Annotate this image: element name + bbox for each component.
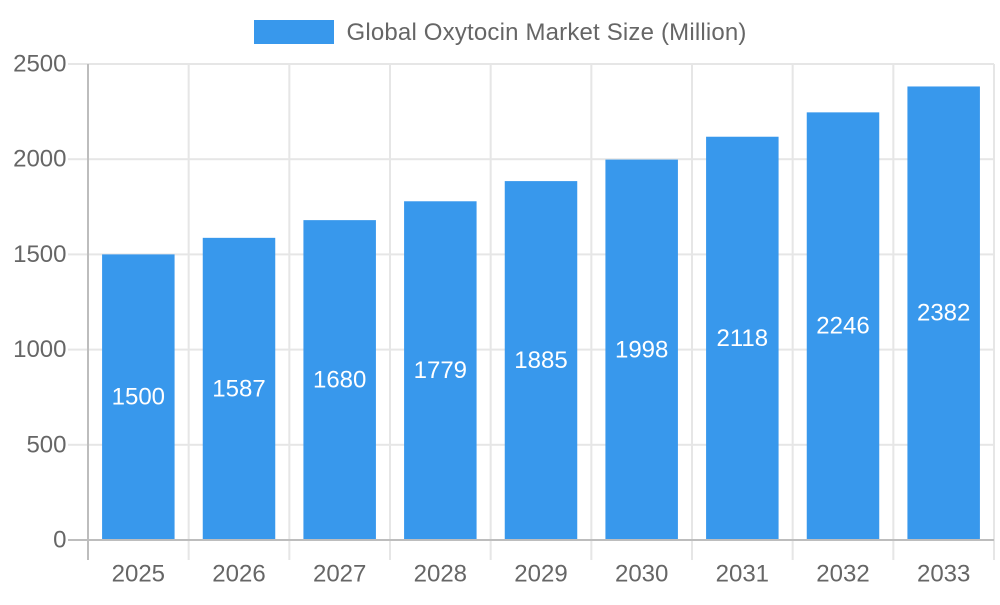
svg-text:1680: 1680 [313,367,366,394]
svg-text:500: 500 [26,431,66,458]
svg-text:1779: 1779 [414,357,467,384]
svg-text:2026: 2026 [212,561,265,588]
svg-text:2032: 2032 [816,561,869,588]
svg-text:1587: 1587 [212,375,265,402]
svg-text:2025: 2025 [112,561,165,588]
svg-text:2382: 2382 [917,300,970,327]
svg-text:2029: 2029 [514,561,567,588]
svg-text:1998: 1998 [615,336,668,363]
svg-text:2027: 2027 [313,561,366,588]
svg-text:0: 0 [53,527,66,554]
svg-text:2028: 2028 [414,561,467,588]
svg-text:1500: 1500 [13,241,66,268]
svg-text:2031: 2031 [716,561,769,588]
svg-text:1000: 1000 [13,336,66,363]
svg-text:2500: 2500 [13,51,66,78]
svg-text:Global Oxytocin Market Size (M: Global Oxytocin Market Size (Million) [347,19,747,46]
svg-text:2246: 2246 [816,313,869,340]
svg-text:2030: 2030 [615,561,668,588]
svg-text:2033: 2033 [917,561,970,588]
svg-text:2000: 2000 [13,146,66,173]
svg-text:2118: 2118 [717,325,769,352]
svg-text:1500: 1500 [112,384,165,411]
svg-text:1885: 1885 [514,347,567,374]
